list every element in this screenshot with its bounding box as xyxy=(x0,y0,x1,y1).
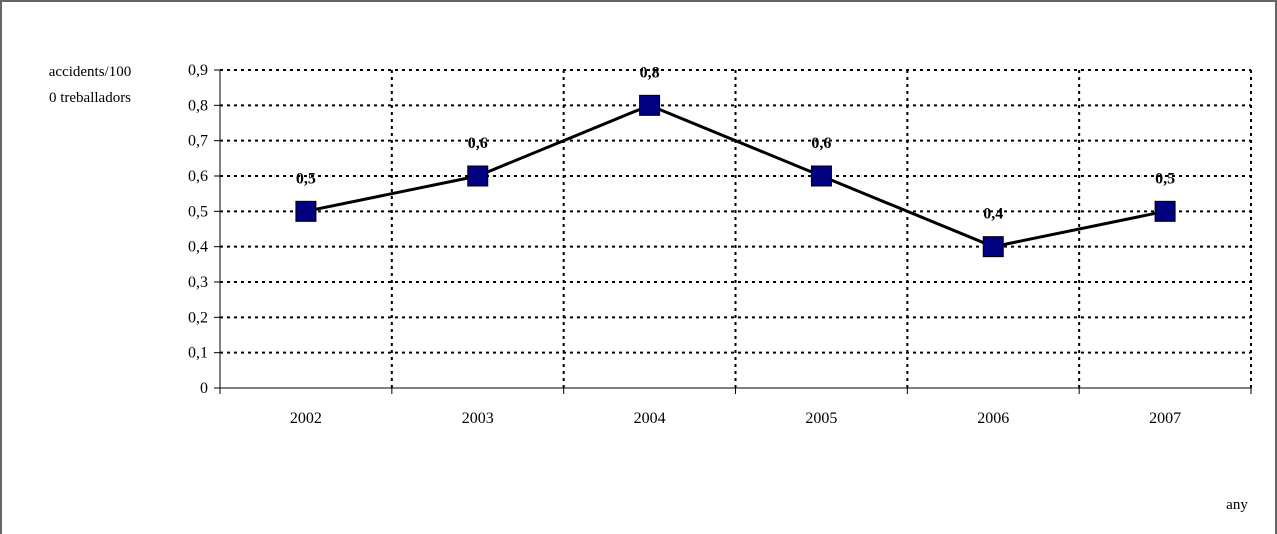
y-tick-label: 0,4 xyxy=(188,239,208,256)
data-label: 0,4 xyxy=(983,206,1003,223)
data-point-marker xyxy=(810,165,832,187)
y-tick-label: 0,8 xyxy=(188,97,208,114)
data-label: 0,5 xyxy=(296,170,316,187)
y-tick-labels: 0 0,1 0,2 0,3 0,4 0,5 0,6 0,7 0,8 0,9 xyxy=(188,62,208,397)
series xyxy=(295,94,1176,258)
y-tick-label: 0,6 xyxy=(188,168,208,185)
data-label: 0,6 xyxy=(468,135,488,152)
y-axis-label-line-1: accidents/100 xyxy=(49,64,131,80)
data-point-marker xyxy=(295,200,317,222)
x-tick-label: 2002 xyxy=(290,410,322,427)
x-axis-label: any xyxy=(1226,497,1248,513)
x-tick-label: 2003 xyxy=(462,410,494,427)
axes xyxy=(214,69,1252,394)
x-tick-label: 2004 xyxy=(634,410,666,427)
y-tick-label: 0,1 xyxy=(188,345,208,362)
y-tick-label: 0,3 xyxy=(188,274,208,291)
data-label: 0,5 xyxy=(1155,170,1175,187)
y-axis-label-line-2: 0 treballadors xyxy=(49,90,131,106)
data-label: 0,8 xyxy=(640,64,660,81)
y-tick-label: 0,5 xyxy=(188,203,208,220)
series-line xyxy=(305,103,1166,249)
x-tick-label: 2007 xyxy=(1149,410,1181,427)
x-tick-label: 2006 xyxy=(977,410,1009,427)
gridlines xyxy=(220,69,1252,388)
y-tick-label: 0,7 xyxy=(188,133,208,150)
x-tick-label: 2005 xyxy=(805,410,837,427)
x-tick-labels: 2002 2003 2004 2005 2006 2007 xyxy=(290,410,1181,427)
data-label: 0,6 xyxy=(811,135,831,152)
data-point-marker xyxy=(982,236,1004,258)
y-tick-label: 0 xyxy=(200,380,208,397)
data-point-marker xyxy=(639,94,661,116)
y-tick-label: 0,9 xyxy=(188,62,208,79)
y-tick-label: 0,2 xyxy=(188,309,208,326)
data-labels: 0,5 0,6 0,8 0,6 0,4 0,5 xyxy=(296,64,1175,222)
data-point-marker xyxy=(467,165,489,187)
data-point-marker xyxy=(1154,200,1176,222)
